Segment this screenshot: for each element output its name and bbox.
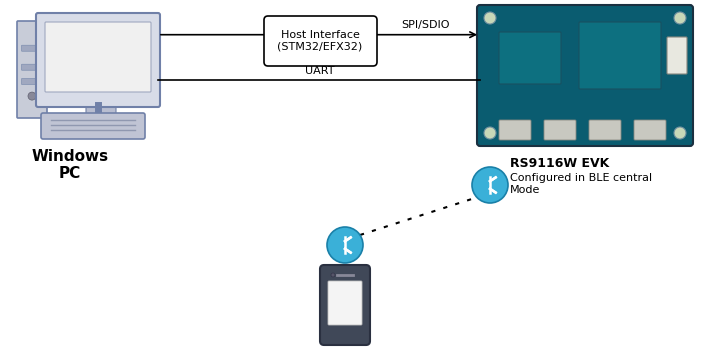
Text: Host Interface
(STM32/EFX32): Host Interface (STM32/EFX32) [278,30,362,52]
FancyBboxPatch shape [22,64,43,70]
Circle shape [674,127,686,139]
FancyBboxPatch shape [86,107,116,119]
Circle shape [472,167,508,203]
Text: Windows
PC: Windows PC [32,149,109,181]
FancyBboxPatch shape [499,120,531,140]
Circle shape [484,127,496,139]
Circle shape [674,12,686,24]
FancyBboxPatch shape [264,16,377,66]
FancyBboxPatch shape [17,21,47,118]
Text: SPI/SDIO: SPI/SDIO [402,20,450,30]
Text: Configured in BLE central
Mode: Configured in BLE central Mode [510,173,652,195]
FancyBboxPatch shape [544,120,576,140]
FancyBboxPatch shape [667,37,687,74]
Circle shape [327,227,363,263]
FancyBboxPatch shape [36,13,160,107]
FancyBboxPatch shape [22,45,43,51]
FancyBboxPatch shape [634,120,666,140]
FancyBboxPatch shape [499,32,561,84]
FancyBboxPatch shape [22,78,43,84]
FancyBboxPatch shape [41,113,145,139]
Circle shape [28,92,36,100]
FancyBboxPatch shape [477,5,693,146]
FancyBboxPatch shape [45,22,151,92]
FancyBboxPatch shape [328,281,362,325]
FancyBboxPatch shape [320,265,370,345]
Text: UART: UART [305,66,335,76]
Circle shape [484,12,496,24]
Circle shape [331,273,335,277]
Text: RS9116W EVK: RS9116W EVK [510,157,609,170]
FancyBboxPatch shape [579,22,661,89]
FancyBboxPatch shape [589,120,621,140]
